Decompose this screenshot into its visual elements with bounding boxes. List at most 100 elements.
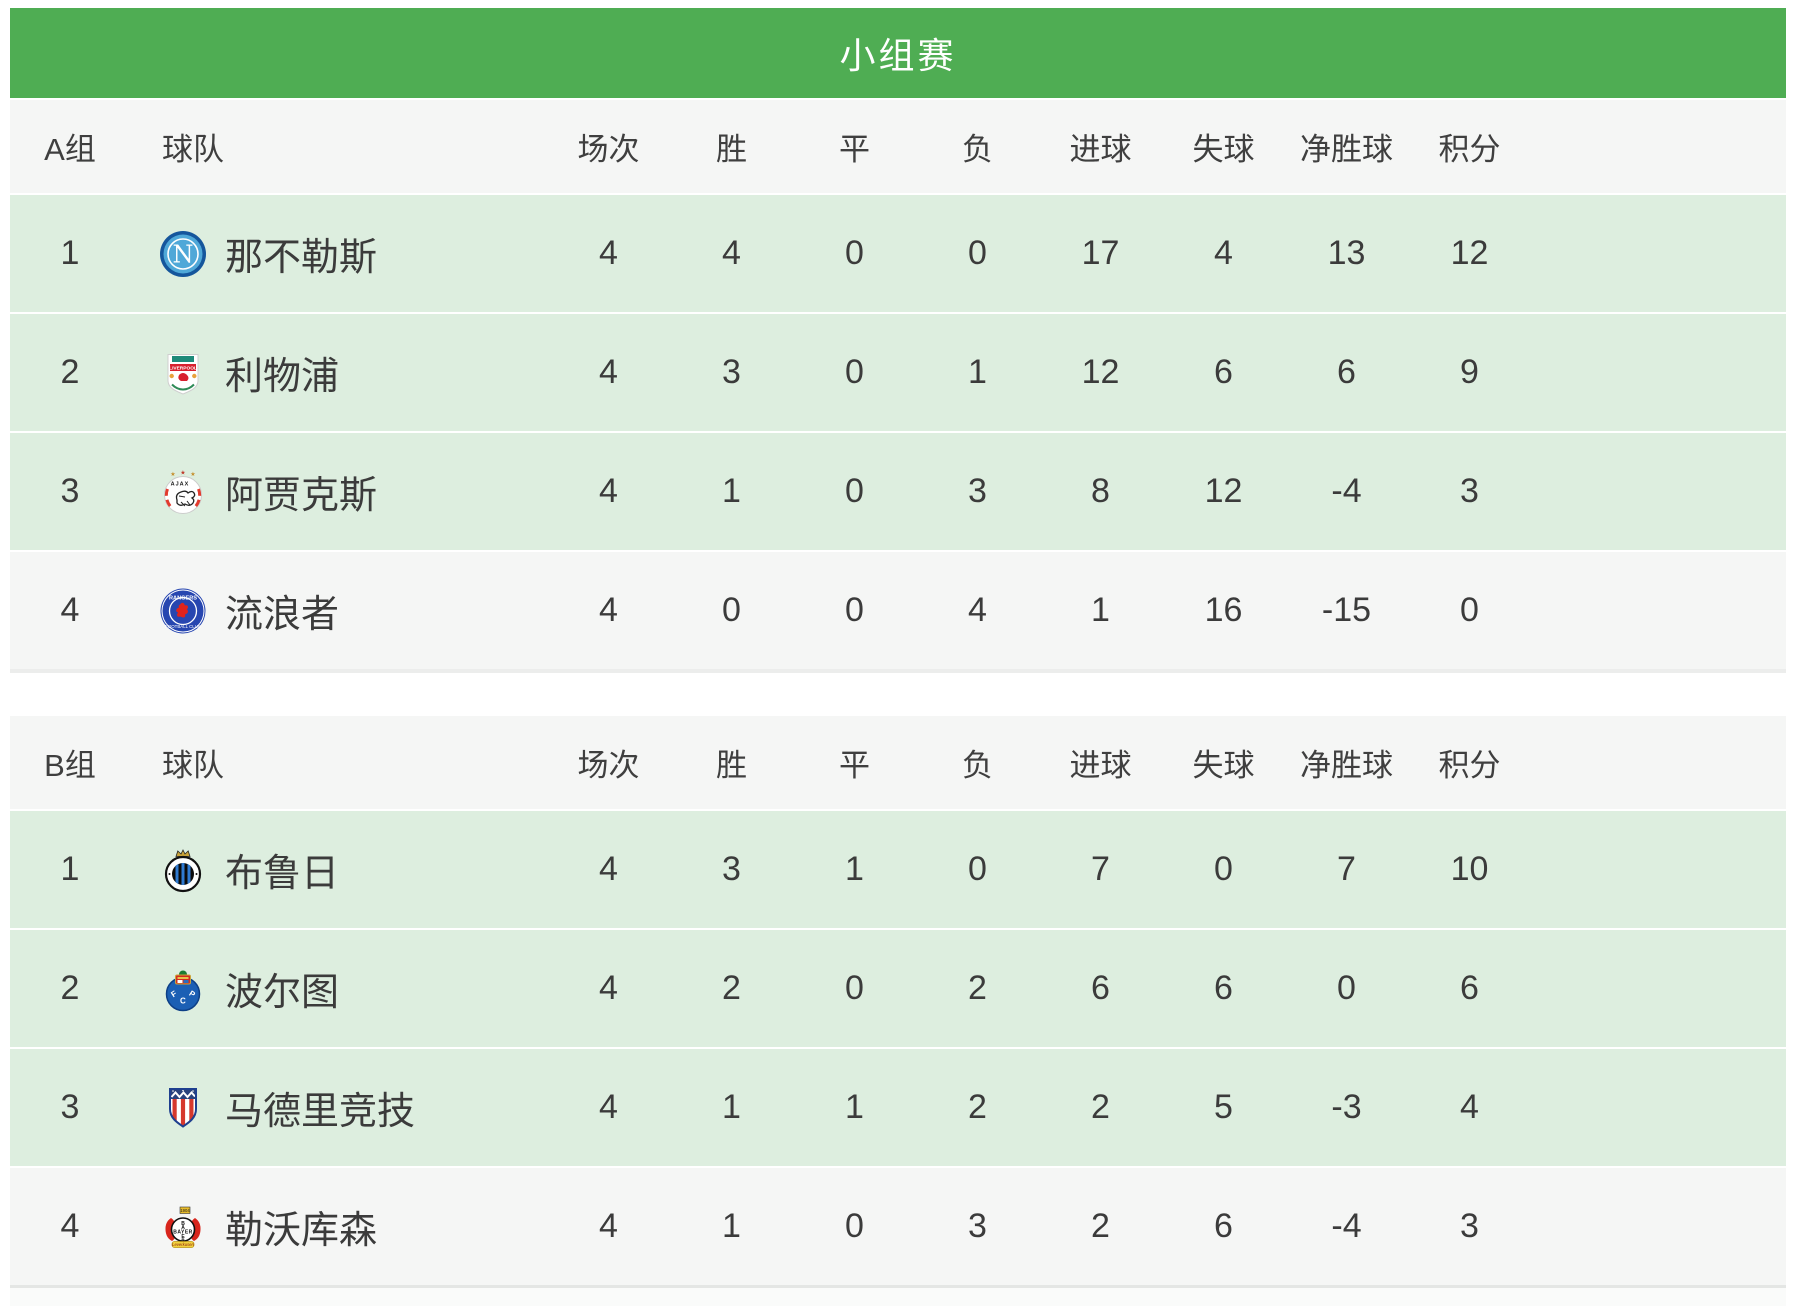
stat-played: 4 xyxy=(599,591,618,629)
svg-text:BAYER: BAYER xyxy=(173,1229,193,1235)
stat-won: 0 xyxy=(722,591,741,629)
svg-text:★: ★ xyxy=(180,469,185,476)
svg-text:LIVERPOOL: LIVERPOOL xyxy=(169,365,197,371)
column-lost: 负 xyxy=(962,748,993,783)
svg-text:N: N xyxy=(173,240,194,268)
stat-played: 4 xyxy=(599,969,618,1007)
stat-played: 4 xyxy=(599,1207,618,1245)
column-points: 积分 xyxy=(1438,748,1501,783)
team-name: 阿贾克斯 xyxy=(225,475,378,517)
stat-played: 4 xyxy=(599,472,618,510)
stat-won: 4 xyxy=(722,234,741,272)
stat-lost: 1 xyxy=(968,353,987,391)
table-row-rangers[interactable]: 4 RANGERS FOOTBALL CLUB 流浪者 4 0 0 4 1 16 … xyxy=(10,550,1786,669)
stat-goals-against: 4 xyxy=(1214,234,1233,272)
title-bar: 小组赛 xyxy=(10,8,1786,98)
team-name: 流浪者 xyxy=(225,594,340,636)
stat-goal-diff: 6 xyxy=(1337,353,1356,391)
club-brugge-badge-icon xyxy=(159,846,207,894)
column-won: 胜 xyxy=(716,132,747,167)
stat-goal-diff: 13 xyxy=(1327,234,1366,272)
svg-text:A: A xyxy=(181,1225,185,1231)
stat-lost: 2 xyxy=(968,1088,987,1126)
stat-goals-for: 12 xyxy=(1081,353,1120,391)
team-name: 利物浦 xyxy=(225,356,340,398)
column-goals-against: 失球 xyxy=(1192,748,1255,783)
table-row-leverkusen[interactable]: 4 1904 B A BAYER E R Leverkusen 勒沃库森 4 1 0 3 2… xyxy=(10,1166,1786,1285)
stat-goals-for: 2 xyxy=(1091,1207,1110,1245)
rank-cell: 4 xyxy=(60,591,80,629)
ajax-badge-icon: ★ ★ ★ AJAX xyxy=(159,468,207,516)
team-name: 布鲁日 xyxy=(225,853,340,895)
column-goal-diff: 净胜球 xyxy=(1300,748,1393,783)
stat-points: 9 xyxy=(1460,353,1479,391)
column-goals-against: 失球 xyxy=(1192,132,1255,167)
rank-cell: 2 xyxy=(60,353,80,391)
stat-goals-for: 17 xyxy=(1081,234,1120,272)
stat-goals-against: 5 xyxy=(1214,1088,1233,1126)
stat-goal-diff: -4 xyxy=(1331,1207,1362,1245)
rank-cell: 2 xyxy=(60,969,80,1007)
stat-played: 4 xyxy=(599,234,618,272)
stat-won: 3 xyxy=(722,353,741,391)
atletico-madrid-badge-icon xyxy=(159,1084,207,1132)
group-a-header-row: A组 球队 场次 胜 平 负 进球 失球 净胜球 积分 xyxy=(10,98,1786,193)
stat-won: 3 xyxy=(722,850,741,888)
napoli-badge-icon: N xyxy=(159,230,207,278)
svg-text:Leverkusen: Leverkusen xyxy=(172,1242,194,1247)
team-name: 波尔图 xyxy=(225,972,340,1014)
stat-played: 4 xyxy=(599,850,618,888)
stat-goals-against: 0 xyxy=(1214,850,1233,888)
liverpool-badge-icon: LIVERPOOL xyxy=(159,349,207,397)
stat-drawn: 1 xyxy=(845,850,864,888)
stat-lost: 2 xyxy=(968,969,987,1007)
stat-goals-against: 6 xyxy=(1214,1207,1233,1245)
column-goals-for: 进球 xyxy=(1069,132,1132,167)
column-drawn: 平 xyxy=(839,132,870,167)
rank-cell: 3 xyxy=(60,1088,80,1126)
svg-text:RANGERS: RANGERS xyxy=(169,595,197,601)
rangers-badge-icon: RANGERS FOOTBALL CLUB xyxy=(159,587,207,635)
page-title: 小组赛 xyxy=(839,35,957,76)
group-b-table: B组 球队 场次 胜 平 负 进球 失球 净胜球 积分 1 布鲁日 4 3 1 … xyxy=(10,714,1786,1285)
stat-won: 2 xyxy=(722,969,741,1007)
table-row-atletico-madrid[interactable]: 3 马德里竞技 4 1 1 2 2 5 -3 4 xyxy=(10,1047,1786,1166)
column-lost: 负 xyxy=(962,132,993,167)
table-row-ajax[interactable]: 3 ★ ★ ★ AJAX 阿贾克斯 4 1 0 3 8 12 -4 3 xyxy=(10,431,1786,550)
stat-drawn: 0 xyxy=(845,353,864,391)
stat-points: 3 xyxy=(1460,1207,1479,1245)
stat-played: 4 xyxy=(599,353,618,391)
stat-lost: 3 xyxy=(968,1207,987,1245)
stat-goal-diff: -3 xyxy=(1331,1088,1362,1126)
svg-text:★: ★ xyxy=(170,471,175,478)
table-row-napoli[interactable]: 1 N 那不勒斯 4 4 0 0 17 4 13 12 xyxy=(10,193,1786,312)
stat-points: 0 xyxy=(1460,591,1479,629)
table-row-liverpool[interactable]: 2 LIVERPOOL 利物浦 4 3 0 1 12 6 6 9 xyxy=(10,312,1786,431)
svg-text:E: E xyxy=(181,1234,185,1240)
stat-won: 1 xyxy=(722,1088,741,1126)
stat-points: 10 xyxy=(1450,850,1489,888)
column-goal-diff: 净胜球 xyxy=(1300,132,1393,167)
svg-text:★: ★ xyxy=(190,471,195,478)
column-drawn: 平 xyxy=(839,748,870,783)
column-goals-for: 进球 xyxy=(1069,748,1132,783)
stat-points: 6 xyxy=(1460,969,1479,1007)
stat-goals-against: 6 xyxy=(1214,969,1233,1007)
stat-lost: 0 xyxy=(968,850,987,888)
stat-points: 4 xyxy=(1460,1088,1479,1126)
stat-drawn: 0 xyxy=(845,472,864,510)
leverkusen-badge-icon: 1904 B A BAYER E R Leverkusen xyxy=(159,1203,207,1251)
column-points: 积分 xyxy=(1438,132,1501,167)
stat-goal-diff: -4 xyxy=(1331,472,1362,510)
svg-text:F: F xyxy=(169,988,178,998)
table-row-club-brugge[interactable]: 1 布鲁日 4 3 1 0 7 0 7 10 xyxy=(10,809,1786,928)
column-played: 场次 xyxy=(577,748,640,783)
column-played: 场次 xyxy=(577,132,640,167)
stat-lost: 3 xyxy=(968,472,987,510)
bottom-divider xyxy=(10,1285,1786,1306)
svg-text:AJAX: AJAX xyxy=(171,481,190,487)
svg-text:FOOTBALL CLUB: FOOTBALL CLUB xyxy=(165,624,201,629)
